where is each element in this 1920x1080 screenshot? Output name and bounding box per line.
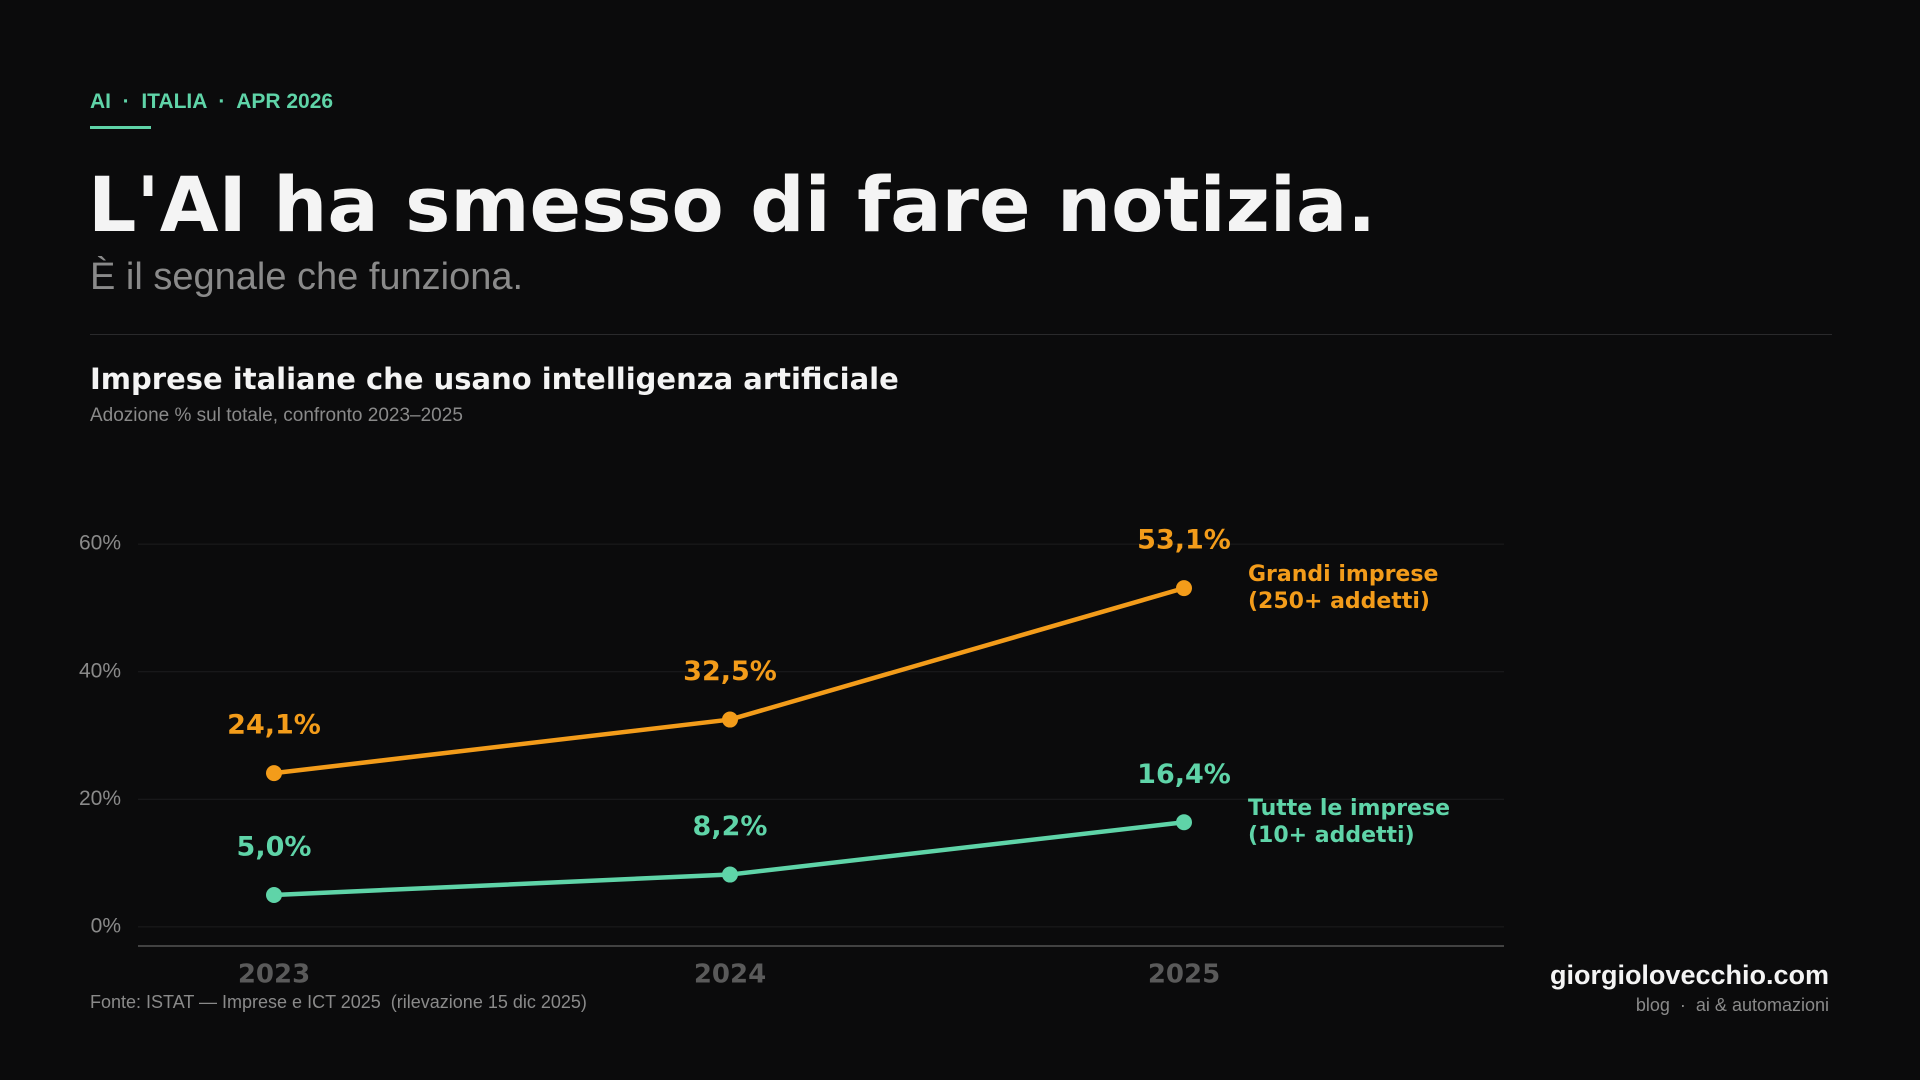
- y-tick-label: 40%: [79, 659, 121, 682]
- brand: giorgiolovecchio.com: [1549, 960, 1829, 990]
- kicker-underline: [90, 126, 151, 129]
- divider: [90, 334, 1832, 335]
- headline: L'AI ha smesso di fare notizia.: [88, 160, 1377, 249]
- source: Fonte: ISTAT — Imprese e ICT 2025 (rilev…: [90, 992, 587, 1012]
- chart-title: Imprese italiane che usano intelligenza …: [90, 362, 899, 396]
- chart-subtitle: Adozione % sul totale, confronto 2023–20…: [90, 405, 463, 426]
- x-tick-label: 2025: [1148, 960, 1220, 990]
- series-label: Grandi imprese (250+ addetti): [1248, 562, 1439, 615]
- y-tick-label: 0%: [91, 914, 121, 937]
- value-label: 32,5%: [683, 656, 777, 687]
- value-label: 16,4%: [1137, 759, 1231, 790]
- data-point: [1176, 580, 1192, 597]
- y-tick-label: 20%: [79, 787, 121, 810]
- tagline: blog · ai & automazioni: [1635, 995, 1829, 1015]
- x-tick-label: 2024: [694, 960, 766, 990]
- value-label: 24,1%: [227, 710, 321, 741]
- y-tick-label: 60%: [79, 532, 121, 555]
- data-point: [722, 711, 738, 728]
- value-label: 53,1%: [1137, 525, 1231, 556]
- data-point: [722, 866, 738, 883]
- x-tick-label: 2023: [238, 960, 310, 990]
- data-point: [1176, 814, 1192, 831]
- kicker: AI · ITALIA · APR 2026: [90, 90, 334, 113]
- value-label: 5,0%: [237, 831, 312, 862]
- series-label: Tutte le imprese (10+ addetti): [1248, 796, 1450, 849]
- value-label: 8,2%: [693, 811, 768, 842]
- data-point: [266, 886, 282, 903]
- data-point: [266, 765, 282, 782]
- subheadline: È il segnale che funziona.: [90, 256, 524, 298]
